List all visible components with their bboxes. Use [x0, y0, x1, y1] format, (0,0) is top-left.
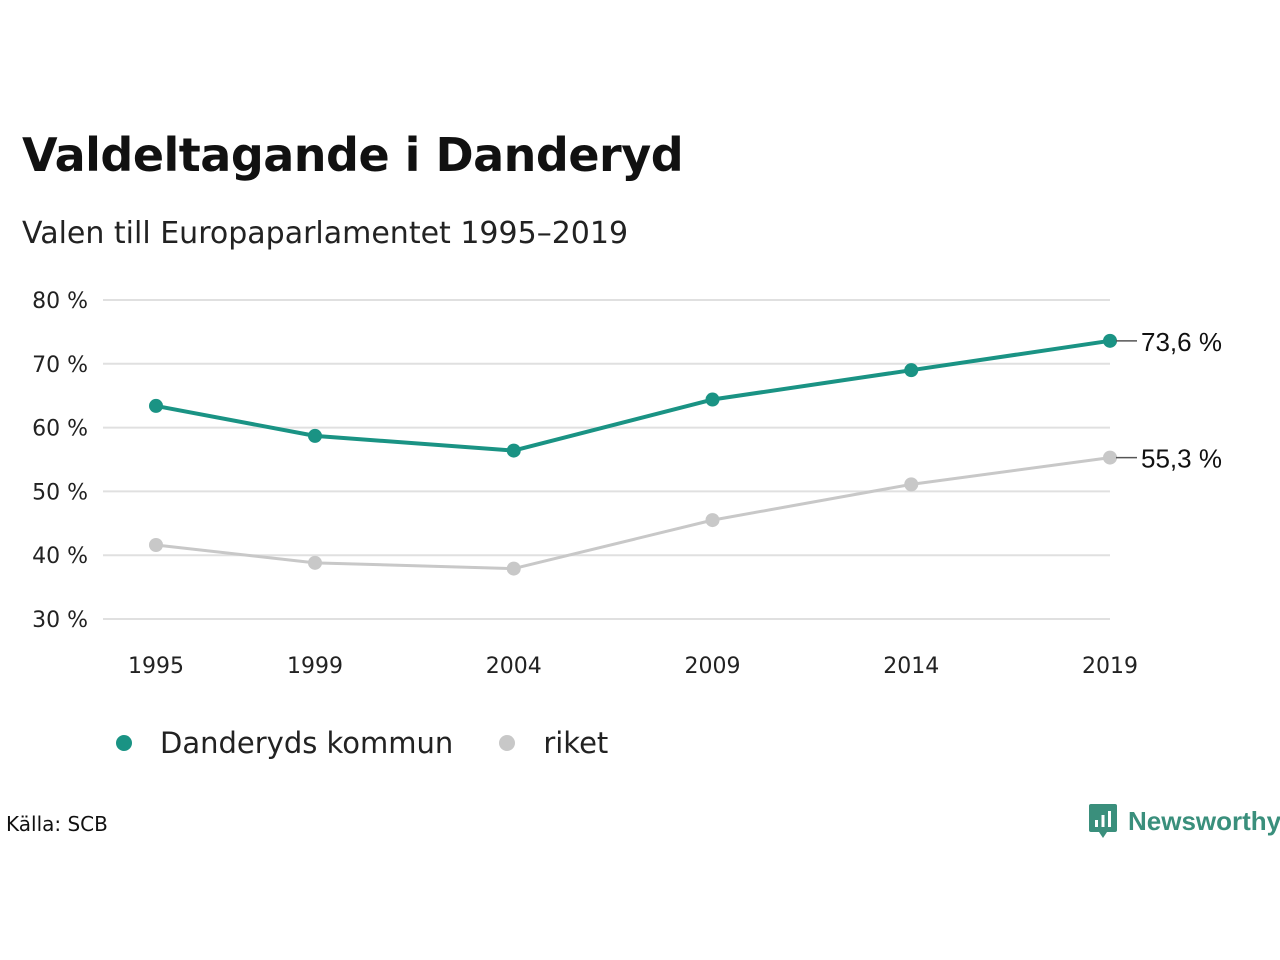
- legend-item-riket: riket: [499, 726, 608, 760]
- newsworthy-logo-icon: [1089, 804, 1117, 838]
- end-label-riket: 55,3 %: [1141, 444, 1222, 474]
- series-line-riket: [155, 456, 1111, 571]
- y-tick-label-80: 80 %: [32, 289, 88, 314]
- chart-subtitle: Valen till Europaparlamentet 1995–2019: [22, 216, 629, 251]
- y-tick-label-40: 40 %: [32, 544, 88, 569]
- data-point-danderyds-kommun-2014: [904, 363, 919, 378]
- data-point-danderyds-kommun-2019: [1103, 333, 1117, 348]
- data-point-danderyds-kommun-2009: [705, 392, 720, 407]
- chart-title: Valdeltagande i Danderyd: [22, 128, 684, 182]
- x-tick-label-2009: 2009: [685, 654, 741, 679]
- data-point-riket-2009: [705, 513, 720, 528]
- data-point-riket-2004: [506, 561, 521, 576]
- line-chart: 30 % 40 % 50 % 60 % 70 % 80 % 1995 1999 2004 2009…: [32, 289, 1222, 679]
- legend-label-danderyd: Danderyds kommun: [160, 726, 454, 760]
- y-tick-label-50: 50 %: [32, 480, 88, 505]
- legend-marker-riket: [499, 735, 516, 751]
- end-label-danderyds-kommun: 73,6 %: [1141, 327, 1222, 357]
- data-point-riket-1999: [308, 555, 322, 570]
- y-tick-label-60: 60 %: [32, 417, 88, 442]
- data-point-riket-2019: [1103, 450, 1117, 465]
- data-point-danderyds-kommun-1995: [149, 398, 163, 413]
- data-point-danderyds-kommun-2004: [506, 443, 521, 458]
- x-tick-label-1995: 1995: [128, 654, 184, 679]
- brand-logo: Newsworthy: [1088, 802, 1280, 840]
- legend-marker-danderyd: [116, 735, 132, 751]
- x-tick-label-2014: 2014: [883, 654, 939, 679]
- x-tick-label-1999: 1999: [287, 654, 343, 679]
- series-line-danderyds-kommun: [155, 338, 1111, 453]
- x-tick-label-2019: 2019: [1082, 654, 1138, 679]
- x-tick-label-2004: 2004: [486, 654, 542, 679]
- y-tick-label-70: 70 %: [32, 353, 88, 378]
- data-point-riket-1995: [149, 537, 163, 552]
- brand-name: Newsworthy: [1128, 805, 1280, 836]
- y-tick-label-30: 30 %: [32, 608, 88, 633]
- legend-label-riket: riket: [543, 726, 609, 760]
- legend-item-danderyd: Danderyds kommun: [116, 726, 453, 760]
- data-point-riket-2014: [904, 477, 919, 492]
- data-point-danderyds-kommun-1999: [308, 428, 322, 443]
- source-note: Källa: SCB: [6, 812, 108, 836]
- legend: Danderyds kommun riket: [116, 726, 654, 760]
